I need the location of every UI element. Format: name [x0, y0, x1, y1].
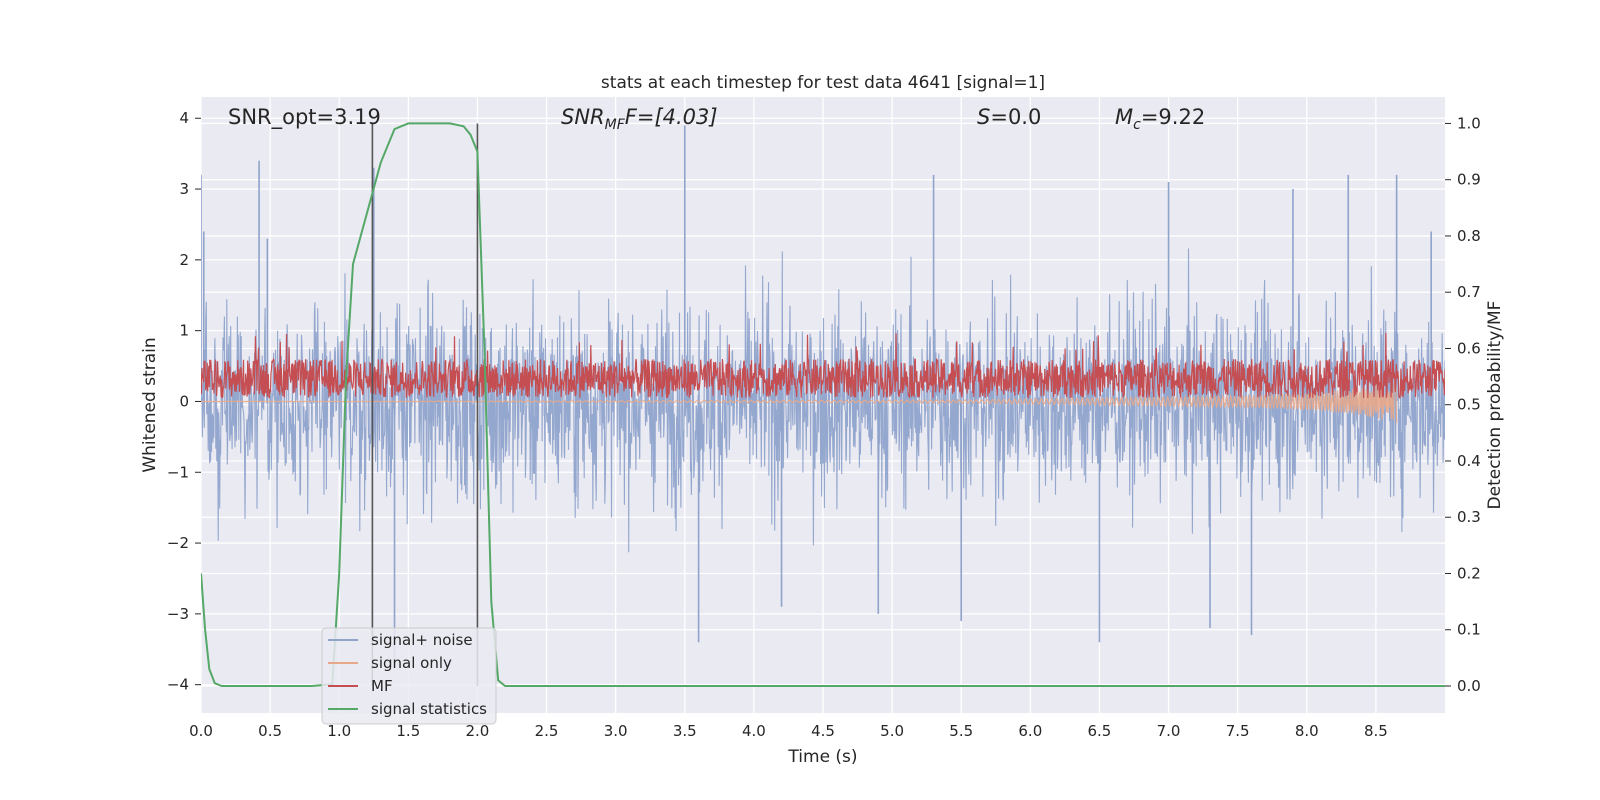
series-signal-only: [201, 378, 1398, 424]
signal-noise-trace: [201, 248, 1445, 553]
x-axis-label: Time (s): [787, 747, 857, 767]
y2-tick-label: 0.4: [1457, 452, 1481, 470]
x-tick-label: 2.5: [535, 722, 559, 740]
y-tick-label: −3: [167, 605, 189, 623]
x-tick-label: 4.0: [742, 722, 766, 740]
y2-axis-label: Detection probability/MF: [1485, 301, 1505, 510]
x-tick-label: 5.0: [880, 722, 904, 740]
vertical-markers: [371, 123, 479, 686]
y-tick-label: 0: [179, 392, 189, 410]
x-tick-label: 1.5: [396, 722, 420, 740]
x-tick-label: 4.5: [811, 722, 835, 740]
y-tick-label: 4: [179, 109, 189, 127]
legend-box: [321, 627, 497, 725]
y-tick-label: 2: [179, 251, 189, 269]
x-tick-label: 0.0: [189, 722, 213, 740]
signal-statistics-line: [201, 122, 1445, 687]
y2-tick-label: 0.0: [1457, 677, 1481, 695]
y2-tick-label: 0.2: [1457, 564, 1481, 582]
legend: signal+ noise signal only MF signal stat…: [321, 627, 497, 725]
y-tick-label: −1: [167, 463, 189, 481]
y2-tick-label: 0.9: [1457, 171, 1481, 189]
x-tick-label: 7.5: [1226, 722, 1250, 740]
y2-tick-label: 0.7: [1457, 283, 1481, 301]
x-tick-label: 8.0: [1295, 722, 1319, 740]
x-tick-label: 8.5: [1364, 722, 1388, 740]
legend-label-signal-statistics: signal statistics: [371, 700, 487, 718]
y2-tick-label: 1.0: [1457, 114, 1481, 132]
x-tick-label: 6.5: [1088, 722, 1112, 740]
y2-tick-label: 0.8: [1457, 227, 1481, 245]
y2-tick-label: 0.3: [1457, 508, 1481, 526]
y-tick-label: 3: [179, 180, 189, 198]
y-tick-label: −4: [167, 676, 189, 694]
y2-tick-label: 0.6: [1457, 339, 1481, 357]
x-tick-label: 7.0: [1157, 722, 1181, 740]
y2-tick-label: 0.5: [1457, 396, 1481, 414]
series-signal-statistics: [201, 122, 1445, 687]
x-tick-label: 0.5: [258, 722, 282, 740]
x-tick-label: 6.0: [1018, 722, 1042, 740]
y-axis-label: Whitened strain: [140, 337, 160, 472]
series-mf: [201, 332, 1445, 400]
legend-label-signal-noise: signal+ noise: [371, 631, 473, 649]
x-tick-label: 3.5: [673, 722, 697, 740]
signal-only-trace: [201, 378, 1398, 424]
annotation-s: S=0.0: [977, 105, 1041, 129]
y2-tick-label: 0.1: [1457, 621, 1481, 639]
annotation-mc: Mc=9.22: [1115, 105, 1205, 133]
chart-title: stats at each timestep for test data 464…: [601, 73, 1045, 93]
x-tick-label: 1.0: [327, 722, 351, 740]
y-tick-label: 1: [179, 322, 189, 340]
axis-ticks: 0.0 0.5 1.0 1.5 2.0 2.5 3.0 3.5 4.0 4.5 5.0 5.5 6.0 6…: [167, 109, 1481, 740]
y-tick-label: −2: [167, 534, 189, 552]
x-tick-label: 2.0: [466, 722, 490, 740]
series-signal-noise: [201, 125, 1445, 664]
annotation-snr-mf: SNRMFF=[4.03]: [561, 105, 718, 133]
mf-trace: [201, 332, 1445, 400]
x-tick-label: 3.0: [604, 722, 628, 740]
annotation-snr-opt: SNR_opt=3.19: [228, 105, 381, 130]
legend-label-mf: MF: [371, 677, 393, 695]
legend-label-signal-only: signal only: [371, 654, 452, 672]
x-tick-label: 5.5: [949, 722, 973, 740]
